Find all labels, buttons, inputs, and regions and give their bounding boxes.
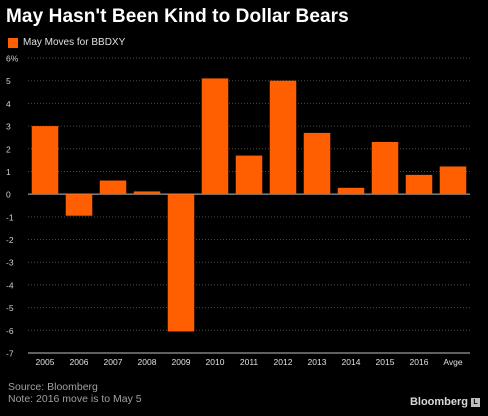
y-tick-label: -5 xyxy=(6,303,14,313)
y-tick-label: 5 xyxy=(6,76,11,86)
x-tick-label: 2015 xyxy=(376,357,395,367)
chart-title: May Hasn't Been Kind to Dollar Bears xyxy=(6,6,349,27)
bar xyxy=(99,180,127,195)
legend-label: May Moves for BBDXY xyxy=(23,37,126,48)
bar xyxy=(405,174,433,195)
bar xyxy=(31,126,59,195)
bar xyxy=(65,194,93,216)
y-tick-label: -6 xyxy=(6,326,14,336)
y-tick-label: 6% xyxy=(6,54,19,64)
y-tick-label: -7 xyxy=(6,349,14,359)
x-tick-label: 2008 xyxy=(138,357,157,367)
y-tick-label: -2 xyxy=(6,235,14,245)
legend-swatch xyxy=(8,37,18,48)
bar xyxy=(269,80,297,195)
legend: May Moves for BBDXY xyxy=(8,37,125,48)
x-tick-label: 2006 xyxy=(70,357,89,367)
source-note: Source: Bloomberg xyxy=(8,381,98,393)
bar xyxy=(303,132,331,195)
footnote: Note: 2016 move is to May 5 xyxy=(8,392,142,405)
x-tick-label: 2010 xyxy=(206,357,225,367)
brand-name: Bloomberg xyxy=(409,396,468,408)
x-tick-label: 2016 xyxy=(410,357,429,367)
y-tick-label: 4 xyxy=(6,99,11,109)
y-tick-label: -1 xyxy=(6,212,14,222)
y-tick-label: -4 xyxy=(6,280,14,290)
x-tick-label: 2011 xyxy=(240,357,259,367)
x-tick-label: 2012 xyxy=(274,357,293,367)
x-tick-label: 2014 xyxy=(342,357,361,367)
bloomberg-logo: Bloomberg L xyxy=(410,396,480,408)
y-tick-label: 0 xyxy=(6,190,11,200)
bar xyxy=(167,194,195,332)
bar xyxy=(235,155,263,195)
x-tick-label: Avge xyxy=(443,357,462,367)
y-tick-label: 1 xyxy=(6,167,11,177)
bar xyxy=(371,141,399,195)
x-tick-label: 2005 xyxy=(36,357,55,367)
brand-mark-icon: L xyxy=(471,397,480,407)
bar xyxy=(439,166,467,195)
x-tick-label: 2007 xyxy=(104,357,123,367)
x-tick-label: 2009 xyxy=(172,357,191,367)
bar xyxy=(201,78,229,195)
bar xyxy=(337,187,365,195)
bar xyxy=(133,191,161,195)
y-tick-label: -3 xyxy=(6,258,14,268)
x-tick-label: 2013 xyxy=(308,357,327,367)
y-tick-label: 3 xyxy=(6,122,11,132)
footer: Source: Bloomberg Note: 2016 move is to … xyxy=(8,381,142,405)
y-tick-label: 2 xyxy=(6,144,11,154)
